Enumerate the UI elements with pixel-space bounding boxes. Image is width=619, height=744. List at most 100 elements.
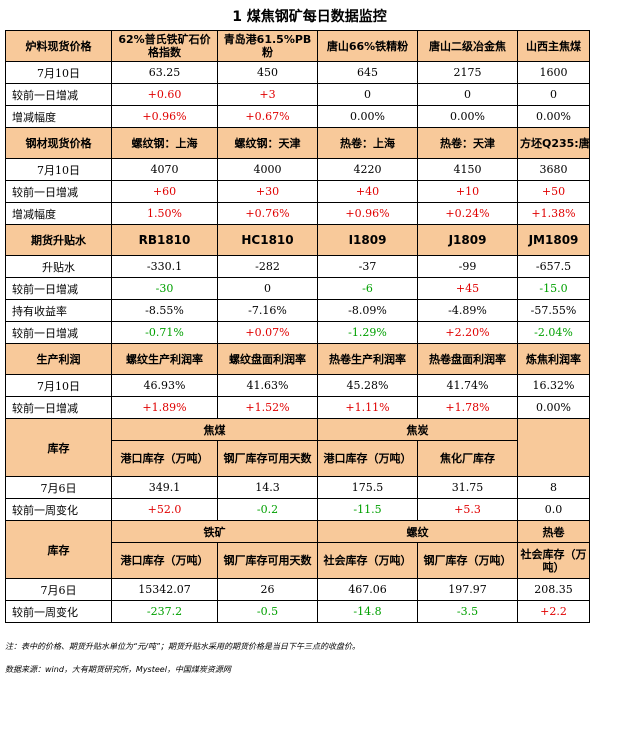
- table-row: 增减幅度 1.50% +0.76% +0.96% +0.24% +1.38%: [5, 202, 590, 225]
- column-header: 方坯Q235:唐山: [517, 127, 590, 159]
- column-header: JM1809: [517, 224, 590, 256]
- table-cell: -8.09%: [317, 299, 418, 322]
- table-cell: -1.29%: [317, 321, 418, 344]
- table-cell: +5.3: [417, 498, 518, 521]
- table-row: 持有收益率 -8.55% -7.16% -8.09% -4.89% -57.55…: [5, 299, 590, 322]
- group-header: 焦煤: [111, 418, 318, 441]
- table-cell: 41.74%: [417, 374, 518, 397]
- table-cell: -11.5: [317, 498, 418, 521]
- column-header: 62%普氏铁矿石价格指数: [111, 30, 218, 62]
- table-cell: -30: [111, 277, 218, 300]
- row-label: 持有收益率: [5, 299, 112, 322]
- table-cell: +0.24%: [417, 202, 518, 225]
- table-cell: -99: [417, 255, 518, 278]
- table-cell: 0.00%: [517, 105, 590, 128]
- table-cell: +0.76%: [217, 202, 318, 225]
- column-header: 唐山二级冶金焦: [417, 30, 518, 62]
- group-header: [517, 418, 590, 477]
- table-cell: -15.0: [517, 277, 590, 300]
- table-cell: 197.97: [417, 578, 518, 601]
- table-cell: 15342.07: [111, 578, 218, 601]
- column-header: HC1810: [217, 224, 318, 256]
- column-header: 热卷盘面利润率: [417, 343, 518, 375]
- table-cell: +2.2: [517, 600, 590, 623]
- table-cell: 14.3: [217, 476, 318, 499]
- table-cell: 16.32%: [517, 374, 590, 397]
- table-cell: +52.0: [111, 498, 218, 521]
- table-cell: +0.60: [111, 83, 218, 106]
- group-header: 铁矿: [111, 520, 318, 543]
- row-label: 增减幅度: [5, 105, 112, 128]
- column-header: 螺纹生产利润率: [111, 343, 218, 375]
- column-header: 青岛港61.5%PB粉: [217, 30, 318, 62]
- column-header: RB1810: [111, 224, 218, 256]
- column-header: 港口库存（万吨）: [111, 542, 218, 579]
- column-header: 热卷：天津: [417, 127, 518, 159]
- table-cell: +40: [317, 180, 418, 203]
- section-subheader-row: 港口库存（万吨） 钢厂库存可用天数 社会库存（万吨） 钢厂库存（万吨） 社会库存…: [6, 542, 590, 579]
- table-cell: 0: [317, 83, 418, 106]
- table-cell: 349.1: [111, 476, 218, 499]
- table-cell: -0.71%: [111, 321, 218, 344]
- table-cell: +1.11%: [317, 396, 418, 419]
- table-cell: -37: [317, 255, 418, 278]
- column-header: 港口库存（万吨）: [111, 440, 218, 477]
- table-row: 7月6日 15342.07 26 467.06 197.97 208.35: [5, 578, 590, 601]
- table-cell: 175.5: [317, 476, 418, 499]
- table-cell: 4000: [217, 158, 318, 181]
- row-label: 较前一日增减: [5, 83, 112, 106]
- section-label: 库存: [5, 418, 112, 477]
- table-cell: -237.2: [111, 600, 218, 623]
- table-row: 较前一日增减 -30 0 -6 +45 -15.0: [5, 277, 590, 300]
- table-row: 7月10日 4070 4000 4220 4150 3680: [5, 158, 590, 181]
- table-cell: 0: [417, 83, 518, 106]
- section-header-row: 库存 焦煤 焦炭: [5, 418, 590, 477]
- table-cell: -14.8: [317, 600, 418, 623]
- table-cell: -0.2: [217, 498, 318, 521]
- section-header-row: 生产利润 螺纹生产利润率 螺纹盘面利润率 热卷生产利润率 热卷盘面利润率 炼焦利…: [5, 343, 590, 375]
- table-cell: +2.20%: [417, 321, 518, 344]
- row-label: 较前一日增减: [5, 321, 112, 344]
- section-header-row: 库存 铁矿 螺纹 热卷: [5, 520, 590, 579]
- column-header: 钢厂库存（万吨）: [417, 542, 518, 579]
- section-label: 炉料现货价格: [5, 30, 112, 62]
- table-cell: 4070: [111, 158, 218, 181]
- table-cell: 45.28%: [317, 374, 418, 397]
- table-row: 较前一日增减 +60 +30 +40 +10 +50: [5, 180, 590, 203]
- table-row: 7月10日 63.25 450 645 2175 1600: [5, 61, 590, 84]
- table-cell: 1600: [517, 61, 590, 84]
- table-row: 升贴水 -330.1 -282 -37 -99 -657.5: [5, 255, 590, 278]
- row-label: 7月6日: [5, 476, 112, 499]
- table-cell: 0: [217, 277, 318, 300]
- page-title: 1 煤焦钢矿每日数据监控: [232, 9, 387, 25]
- column-header: 螺纹钢：上海: [111, 127, 218, 159]
- row-label: 较前一周变化: [5, 498, 112, 521]
- table-row: 7月6日 349.1 14.3 175.5 31.75 8: [5, 476, 590, 499]
- table-cell: 0.00%: [317, 105, 418, 128]
- table-cell: +10: [417, 180, 518, 203]
- table-cell: 3680: [517, 158, 590, 181]
- table-cell: 8: [517, 476, 590, 499]
- column-header: 社会库存（万吨）: [317, 542, 418, 579]
- row-label: 7月10日: [5, 61, 112, 84]
- row-label: 7月10日: [5, 158, 112, 181]
- table-cell: -2.04%: [517, 321, 590, 344]
- column-header: 炼焦利润率: [517, 343, 590, 375]
- table-cell: -57.55%: [517, 299, 590, 322]
- row-label: 升贴水: [5, 255, 112, 278]
- row-label: 7月6日: [5, 578, 112, 601]
- group-header: 焦炭: [317, 418, 518, 441]
- table-row: 较前一周变化 -237.2 -0.5 -14.8 -3.5 +2.2: [5, 600, 590, 623]
- column-header: J1809: [417, 224, 518, 256]
- table-cell: -657.5: [517, 255, 590, 278]
- table-cell: +1.89%: [111, 396, 218, 419]
- table-row: 较前一日增减 +1.89% +1.52% +1.11% +1.78% 0.00%: [5, 396, 590, 419]
- column-header: 社会库存（万吨）: [517, 542, 590, 579]
- table-cell: -6: [317, 277, 418, 300]
- table-row: 较前一周变化 +52.0 -0.2 -11.5 +5.3 0.0: [5, 498, 590, 521]
- table-cell: +0.07%: [217, 321, 318, 344]
- table-cell: 1.50%: [111, 202, 218, 225]
- column-header: 山西主焦煤: [517, 30, 590, 62]
- table-cell: +0.96%: [111, 105, 218, 128]
- table-cell: -282: [217, 255, 318, 278]
